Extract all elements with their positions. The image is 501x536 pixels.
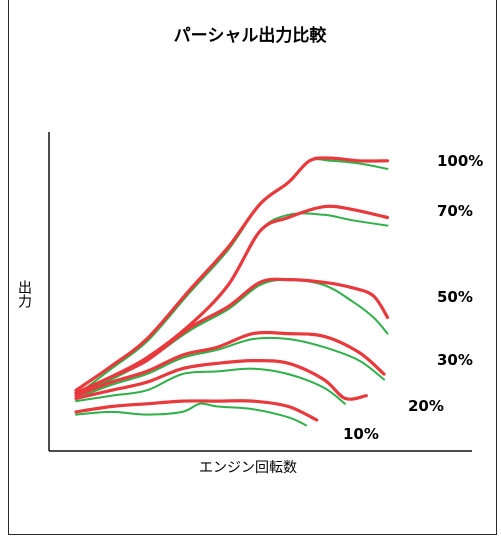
chart-frame	[8, 0, 497, 535]
series-line-50-red	[74, 277, 390, 395]
series-label-70: 70%	[437, 202, 473, 220]
x-axis-label: エンジン回転数	[199, 460, 297, 476]
chart-title: パーシャル出力比較	[174, 25, 328, 46]
series-line-20-red	[74, 358, 368, 401]
series-line-30-red	[74, 330, 386, 398]
series-label-50: 50%	[437, 288, 473, 306]
series-line-70-red	[74, 204, 390, 395]
series-line-20-green	[75, 367, 346, 405]
series-label-30: 30%	[437, 351, 473, 369]
series-line-30-green	[75, 336, 385, 400]
y-axis-label: 出力	[16, 280, 32, 309]
series-layer	[74, 156, 390, 427]
series-label-100: 100%	[437, 152, 483, 170]
series-line-100-red	[74, 156, 390, 392]
series-line-10-green	[75, 402, 308, 427]
series-label-20: 20%	[408, 397, 444, 415]
series-label-10: 10%	[343, 425, 379, 443]
series-line-10-red	[74, 399, 319, 422]
